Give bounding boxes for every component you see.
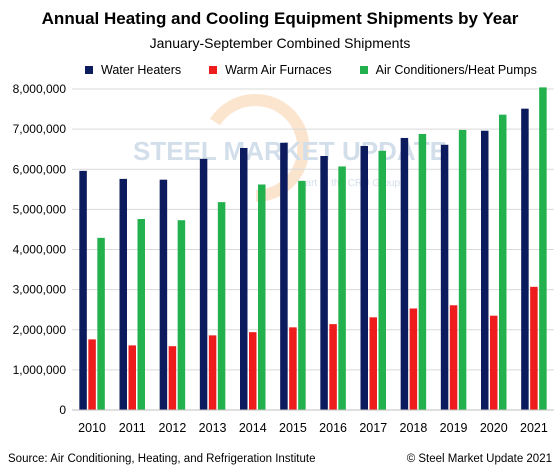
bar-air-conditioners-heat-pumps-2013 [217,202,226,410]
bar-water-heaters-2019 [440,144,449,410]
bar-air-conditioners-heat-pumps-2010 [97,237,105,410]
svg-text:STEEL MARKET UPDATE: STEEL MARKET UPDATE [133,136,447,166]
bar-warm-air-furnaces-2021 [530,286,538,410]
bar-water-heaters-2010 [79,170,87,410]
legend-label-water-heaters: Water Heaters [101,63,182,77]
x-tick-label: 2011 [119,421,146,435]
y-tick-label: 6,000,000 [13,162,67,176]
bar-warm-air-furnaces-2013 [208,335,217,410]
x-tick-label: 2014 [239,421,267,435]
legend-swatch-air-conditioners [359,66,368,74]
x-tick-label: 2010 [78,421,106,435]
y-tick-label: 0 [59,403,66,417]
y-axis: 0 1,000,000 2,000,000 3,000,000 4,000,000 5,0… [13,82,67,417]
x-tick-label: 2017 [359,421,387,435]
x-tick-label: 2018 [400,421,428,435]
y-tick-label: 7,000,000 [13,122,67,136]
bar-warm-air-furnaces-2010 [88,339,96,410]
y-tick-label: 5,000,000 [13,202,67,216]
gridlines [72,88,554,371]
x-tick-label: 2013 [199,421,227,435]
bar-warm-air-furnaces-2020 [490,315,498,410]
bar-water-heaters-2017 [360,145,368,411]
legend-item-water-heaters: Water Heaters [85,63,181,77]
bar-water-heaters-2018 [400,137,409,410]
bar-warm-air-furnaces-2011 [128,345,136,410]
bar-warm-air-furnaces-2016 [329,324,337,410]
bar-warm-air-furnaces-2014 [249,332,257,410]
bar-air-conditioners-heat-pumps-2020 [499,114,507,411]
y-tick-label: 4,000,000 [13,243,67,257]
bar-warm-air-furnaces-2012 [168,346,177,410]
bar-water-heaters-2015 [280,142,288,410]
bar-air-conditioners-heat-pumps-2018 [418,133,427,410]
y-tick-label: 3,000,000 [13,283,67,297]
bar-water-heaters-2016 [320,156,328,410]
legend-item-air-conditioners: Air Conditioners/Heat Pumps [359,63,537,77]
bars [79,87,547,411]
bar-air-conditioners-heat-pumps-2016 [338,166,346,410]
bar-warm-air-furnaces-2019 [449,305,458,410]
x-tick-label: 2019 [440,421,468,435]
x-tick-label: 2016 [319,421,347,435]
bar-air-conditioners-heat-pumps-2019 [458,129,467,411]
legend: Water Heaters Warm Air Furnaces Air Cond… [85,63,537,77]
bar-warm-air-furnaces-2018 [409,308,418,410]
svg-text:part of the CRU Group: part of the CRU Group [300,178,400,189]
bar-water-heaters-2013 [199,158,208,410]
bar-air-conditioners-heat-pumps-2015 [298,180,306,410]
bar-water-heaters-2012 [159,179,168,410]
bar-warm-air-furnaces-2017 [369,317,377,410]
x-tick-label: 2012 [159,421,187,435]
y-tick-label: 2,000,000 [13,323,67,337]
bar-water-heaters-2014 [240,147,248,410]
legend-label-warm-air-furnaces: Warm Air Furnaces [225,63,332,77]
legend-swatch-water-heaters [85,66,93,74]
legend-swatch-warm-air-furnaces [209,66,218,74]
x-axis: 2010 2011 2012 2013 2014 2015 2016 2017 2018 2019… [72,409,554,435]
watermark-logo: STEEL MARKET UPDATE part of the CRU Grou… [133,94,447,202]
copyright-note: © Steel Market Update 2021 [406,453,552,465]
legend-label-air-conditioners: Air Conditioners/Heat Pumps [375,63,537,77]
bar-air-conditioners-heat-pumps-2012 [177,220,186,410]
bar-water-heaters-2021 [521,108,529,410]
chart-subtitle: January-September Combined Shipments [149,35,411,51]
chart-title: Annual Heating and Cooling Equipment Shi… [41,9,519,28]
y-tick-label: 8,000,000 [13,82,67,96]
bar-warm-air-furnaces-2015 [289,327,297,410]
bar-air-conditioners-heat-pumps-2017 [378,150,386,411]
source-note: Source: Air Conditioning, Heating, and R… [8,453,316,465]
bar-air-conditioners-heat-pumps-2014 [258,184,266,410]
legend-item-warm-air-furnaces: Warm Air Furnaces [209,63,332,77]
bar-water-heaters-2011 [119,178,127,410]
y-tick-label: 1,000,000 [13,363,67,377]
x-tick-label: 2020 [480,421,508,435]
x-tick-label: 2021 [520,421,548,435]
bar-air-conditioners-heat-pumps-2011 [137,219,145,410]
bar-air-conditioners-heat-pumps-2021 [539,87,547,411]
bar-water-heaters-2020 [481,130,489,411]
x-tick-label: 2015 [279,421,307,435]
